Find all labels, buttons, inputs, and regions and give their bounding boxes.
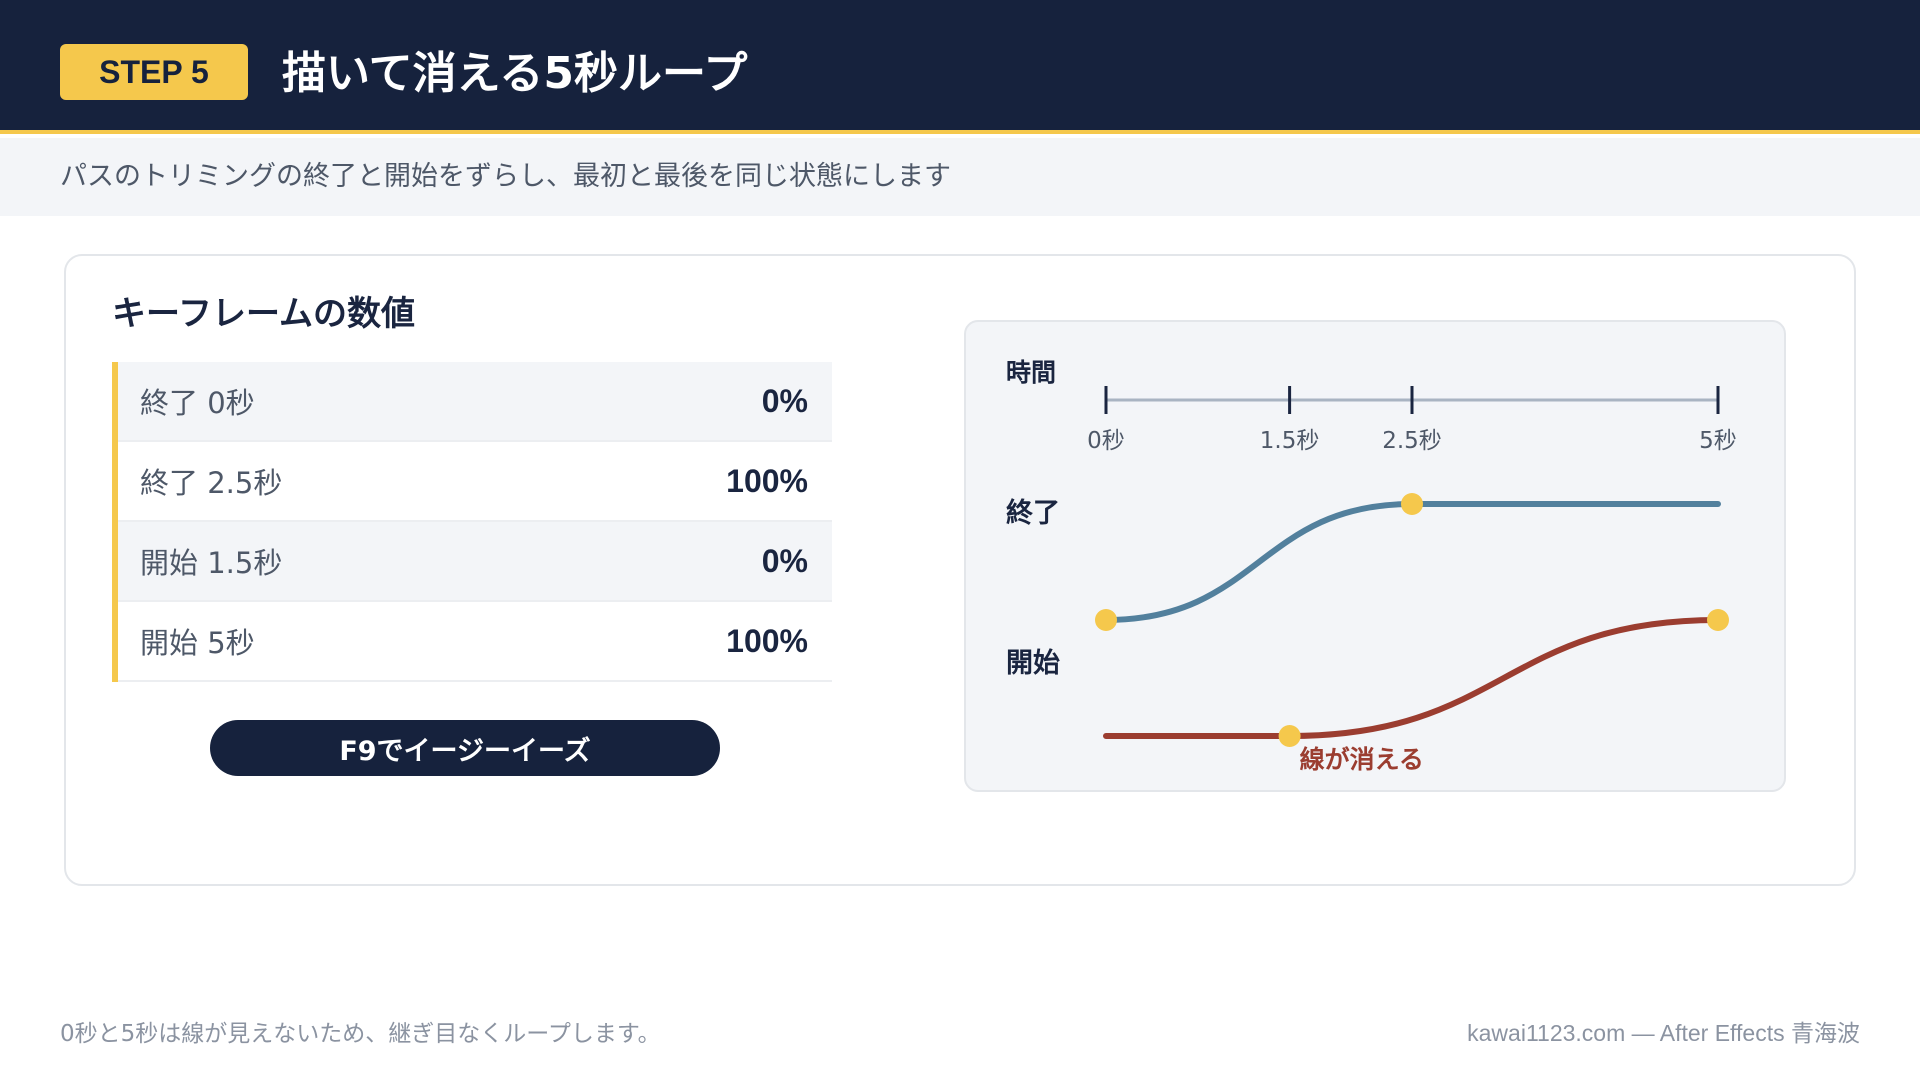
keyframe-row: 終了 0秒 0% [118,362,832,442]
footer-note: 0秒と5秒は線が見えないため、継ぎ目なくループします。 [60,1021,661,1047]
subtitle-text: パスのトリミングの終了と開始をずらし、最初と最後を同じ状態にします [60,161,951,192]
keyframe-dot [1095,609,1117,631]
end-row-label: 終了 [1006,497,1060,529]
footer-credit: kawai1123.com — After Effects 青海波 [1467,1020,1860,1046]
keyframe-row: 終了 2.5秒 100% [118,442,832,522]
keyframe-label: 開始 1.5秒 [140,546,283,580]
timing-diagram: 時間終了開始 0秒 1.5秒 2.5秒 5秒線が消える [964,320,1786,792]
card-title: キーフレームの数値 [112,294,415,334]
time-row-label: 時間 [1006,358,1056,387]
start-row-label: 開始 [1006,647,1060,679]
header-bar: STEP 5 描いて消える5秒ループ [0,0,1920,134]
keyframe-value: 100% [726,462,808,499]
keyframe-dot [1401,493,1423,515]
content-card: キーフレームの数値 終了 0秒 0% 終了 2.5秒 100% 開始 1.5秒 … [64,254,1856,886]
keyframe-row: 開始 5秒 100% [118,602,832,682]
start-trim-curve [1103,617,1721,739]
page-title: 描いて消える5秒ループ [282,48,748,99]
keyframe-label: 終了 2.5秒 [140,466,283,500]
keyframe-label: 開始 5秒 [140,626,255,660]
time-tick-label: 1.5秒 [1260,428,1320,454]
time-tick-label: 2.5秒 [1382,428,1442,454]
step-badge: STEP 5 [60,44,248,100]
keyframe-label: 終了 0秒 [140,386,255,420]
time-tick-label: 5秒 [1699,428,1737,454]
line-disappears-annotation: 線が消える [1300,745,1424,774]
time-tick-label: 0秒 [1087,428,1125,454]
end-trim-curve [1103,501,1721,623]
keyframe-dot [1707,609,1729,631]
subtitle-bar: パスのトリミングの終了と開始をずらし、最初と最後を同じ状態にします [0,138,1920,216]
keyframe-table: 終了 0秒 0% 終了 2.5秒 100% 開始 1.5秒 0% 開始 5秒 1… [112,362,832,682]
keyframe-dot [1278,725,1301,747]
easy-ease-button[interactable]: F9でイージーイーズ [210,720,720,776]
keyframe-value: 0% [761,382,808,419]
keyframe-value: 100% [726,622,808,659]
keyframe-row: 開始 1.5秒 0% [118,522,832,602]
keyframe-value: 0% [761,542,808,579]
